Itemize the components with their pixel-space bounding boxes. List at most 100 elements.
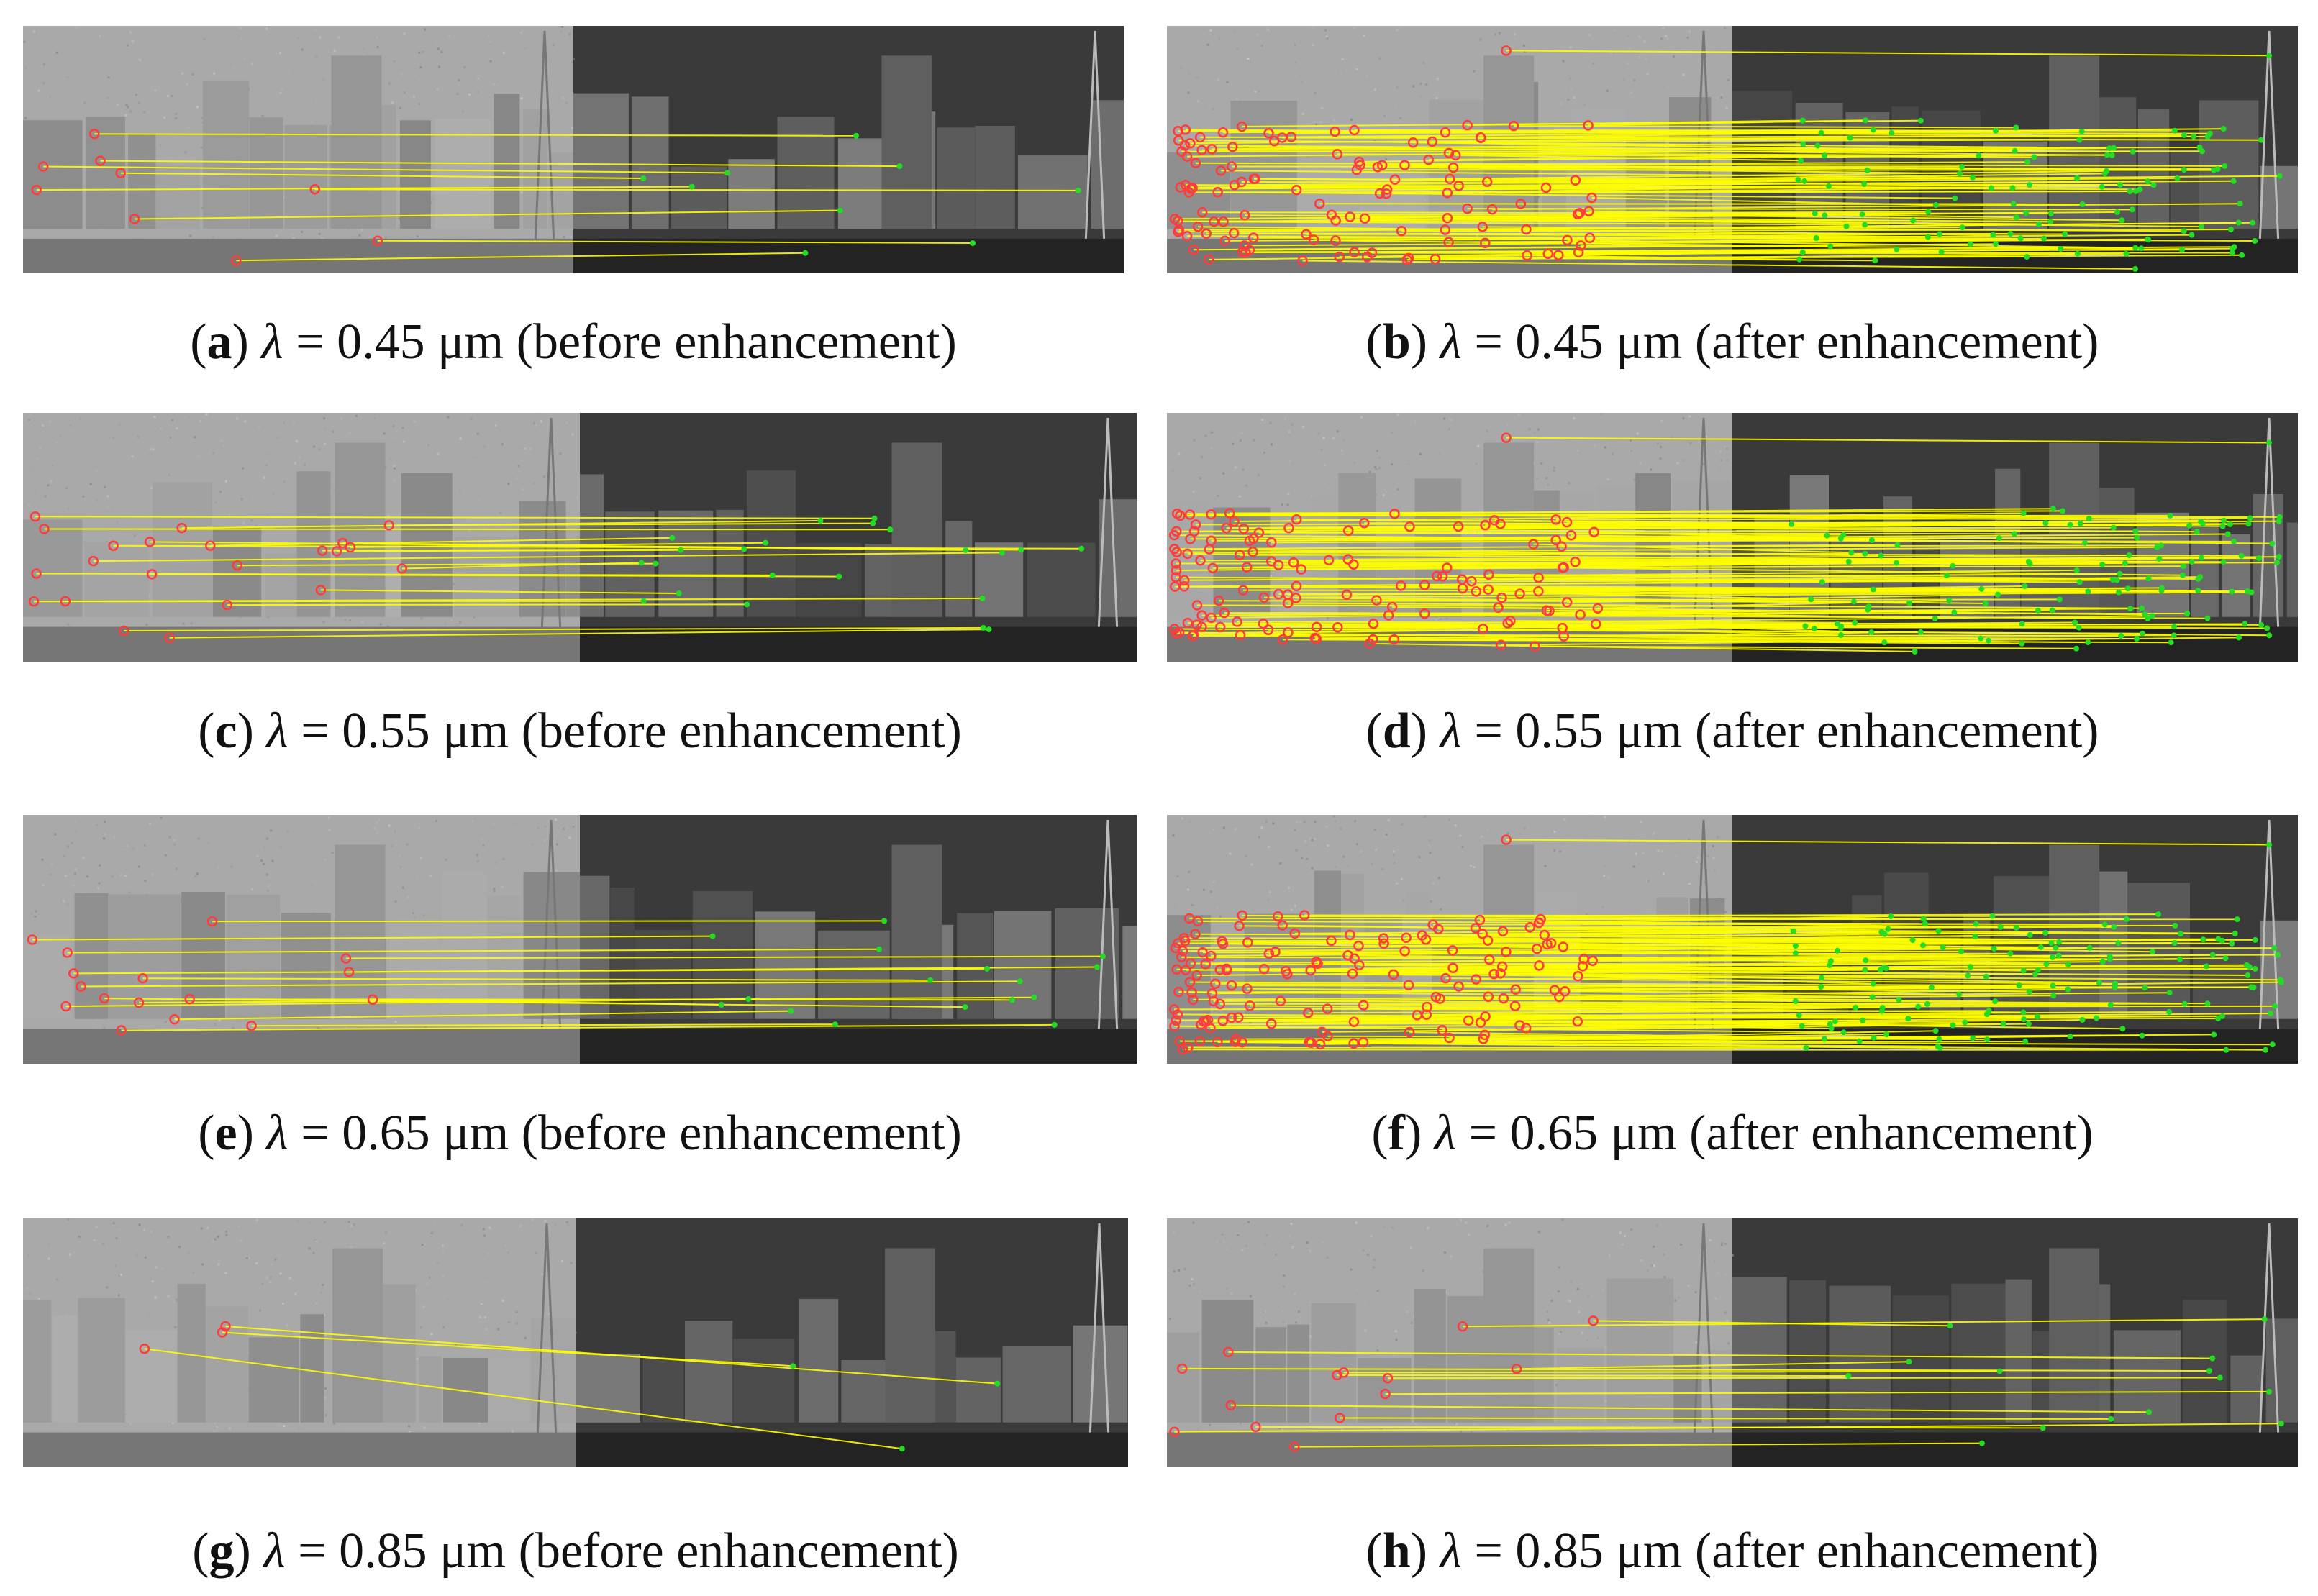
left-keypoint xyxy=(1225,1400,1237,1411)
left-keypoint xyxy=(1572,1016,1583,1027)
left-keypoint xyxy=(1235,550,1245,560)
right-keypoint xyxy=(1863,957,1869,964)
match-line xyxy=(1535,645,2077,649)
right-keypoint xyxy=(1905,1016,1912,1022)
match-line xyxy=(44,528,891,531)
left-keypoint xyxy=(1188,994,1199,1006)
match-line xyxy=(1196,604,1869,608)
match-line xyxy=(181,519,821,529)
left-keypoint xyxy=(1192,221,1204,232)
right-keypoint xyxy=(2110,524,2117,531)
caption-f: (f) λ = 0.65 μm (after enhancement) xyxy=(1371,1105,2094,1161)
left-keypoint xyxy=(1204,544,1215,555)
left-keypoint xyxy=(1196,621,1207,632)
left-keypoint xyxy=(28,596,40,607)
left-keypoint xyxy=(1515,199,1527,209)
right-keypoint xyxy=(1967,241,1973,247)
right-keypoint xyxy=(2137,186,2143,193)
left-keypoint xyxy=(1206,509,1217,520)
left-keypoint xyxy=(1197,947,1208,958)
caption-lambda: λ xyxy=(266,1105,288,1161)
right-keypoint xyxy=(1865,603,1872,610)
panel-c: (c) λ = 0.55 μm (before enhancement) xyxy=(23,413,1137,757)
left-keypoint xyxy=(1372,162,1383,173)
right-keypoint xyxy=(832,1021,838,1028)
left-keypoint xyxy=(1359,213,1371,224)
match-line xyxy=(1388,614,2208,619)
right-keypoint xyxy=(2181,228,2187,234)
right-keypoint xyxy=(2209,952,2216,958)
match-line xyxy=(1360,161,2028,166)
match-line xyxy=(1209,548,1881,557)
right-keypoint xyxy=(1946,598,1953,604)
right-keypoint xyxy=(1808,596,1814,603)
right-keypoint xyxy=(1853,1004,1859,1011)
right-keypoint xyxy=(870,520,876,526)
right-keypoint xyxy=(2037,944,2044,950)
right-keypoint xyxy=(2198,224,2204,230)
left-keypoint xyxy=(315,585,327,596)
right-keypoint xyxy=(2276,514,2283,520)
right-keypoint xyxy=(927,977,934,983)
left-keypoint xyxy=(1311,956,1322,967)
right-keypoint xyxy=(2227,521,2233,527)
left-keypoint xyxy=(1583,120,1594,131)
left-keypoint xyxy=(1542,939,1553,950)
left-keypoint xyxy=(1496,592,1507,603)
right-keypoint xyxy=(1889,129,1894,136)
right-keypoint xyxy=(2123,916,2130,922)
left-keypoint xyxy=(1289,928,1301,939)
right-keypoint xyxy=(1937,1045,1943,1052)
right-keypoint xyxy=(980,624,986,631)
match-line xyxy=(1209,251,1803,260)
right-keypoint xyxy=(2086,516,2092,522)
left-keypoint xyxy=(108,540,119,551)
right-keypoint xyxy=(1925,209,1932,215)
right-keypoint xyxy=(2223,1046,2230,1053)
right-keypoint xyxy=(1862,222,1868,228)
right-keypoint xyxy=(2048,940,2055,947)
right-keypoint xyxy=(2238,552,2245,559)
right-keypoint xyxy=(1924,234,1931,240)
match-line xyxy=(1176,1013,1987,1021)
right-keypoint xyxy=(2076,137,2083,143)
left-keypoint xyxy=(1191,970,1202,981)
right-keypoint xyxy=(1812,210,1818,216)
right-keypoint xyxy=(2119,217,2125,224)
match-figure-e xyxy=(23,815,1137,1064)
left-keypoint xyxy=(1200,959,1211,970)
right-keypoint xyxy=(2020,1009,2027,1016)
right-keypoint xyxy=(2200,936,2206,943)
left-keypoint xyxy=(1190,519,1201,530)
left-keypoint xyxy=(1349,247,1360,258)
right-keypoints xyxy=(1845,1316,2284,1446)
right-keypoint xyxy=(2222,955,2229,962)
right-keypoint xyxy=(2276,173,2283,179)
right-keypoint xyxy=(2171,624,2177,630)
match-line xyxy=(1255,1426,2043,1429)
right-keypoint xyxy=(2073,645,2079,652)
match-line xyxy=(1401,229,2231,232)
match-line xyxy=(1369,642,1915,652)
left-keypoint xyxy=(1562,234,1573,246)
match-image-c xyxy=(23,413,1137,662)
left-keypoint xyxy=(1584,232,1596,244)
left-keypoint xyxy=(1332,621,1343,633)
left-keypoint xyxy=(1272,911,1283,922)
match-line xyxy=(342,542,966,551)
match-line xyxy=(1176,576,2080,583)
left-keypoint xyxy=(31,184,42,196)
right-keypoint xyxy=(1799,1023,1805,1029)
left-keypoint xyxy=(1230,1036,1240,1047)
right-keypoint xyxy=(2041,235,2047,242)
match-line xyxy=(1197,920,2105,926)
left-keypoints xyxy=(1168,432,1604,652)
left-keypoint xyxy=(184,993,195,1005)
right-keypoint xyxy=(1885,926,1891,932)
left-keypoint xyxy=(1557,622,1568,634)
right-keypoint xyxy=(2130,148,2136,155)
right-keypoint xyxy=(741,546,747,552)
match-line xyxy=(1449,1037,1987,1041)
right-keypoint xyxy=(1075,187,1081,193)
right-keypoint xyxy=(1790,928,1796,934)
